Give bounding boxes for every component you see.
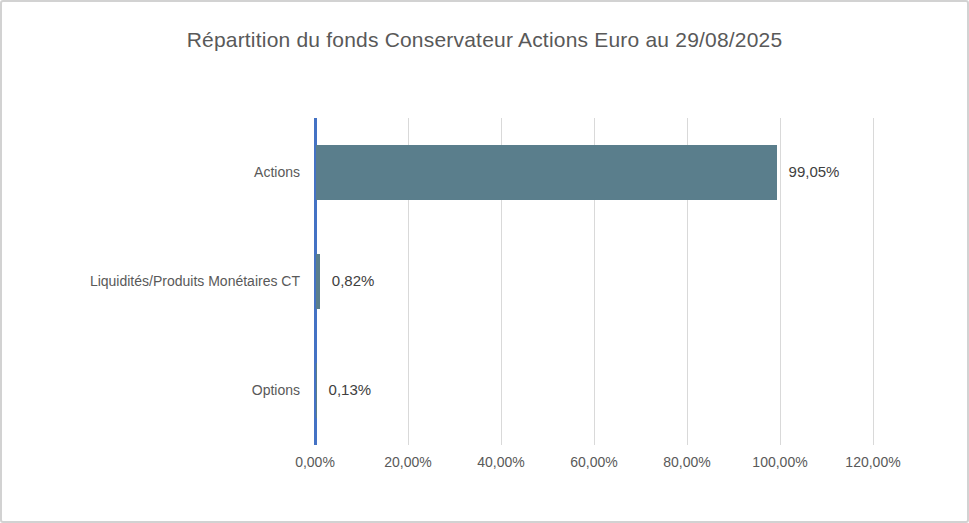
bar <box>316 145 777 200</box>
bar-chart: Répartition du fonds Conservateur Action… <box>0 0 969 523</box>
gridline <box>873 118 874 445</box>
category-label: Options <box>2 382 300 398</box>
bar <box>316 363 317 418</box>
category-label: Liquidités/Produits Monétaires CT <box>2 273 300 289</box>
x-tick-label: 100,00% <box>735 454 825 470</box>
category-label: Actions <box>2 164 300 180</box>
x-tick-label: 120,00% <box>828 454 918 470</box>
x-tick-label: 60,00% <box>549 454 639 470</box>
x-tick-label: 20,00% <box>363 454 453 470</box>
value-label: 0,82% <box>332 272 375 289</box>
value-label: 0,13% <box>329 381 372 398</box>
x-tick-label: 80,00% <box>642 454 732 470</box>
x-tick-label: 40,00% <box>456 454 546 470</box>
chart-title: Répartition du fonds Conservateur Action… <box>2 28 967 52</box>
bar <box>316 254 320 309</box>
value-label: 99,05% <box>789 163 840 180</box>
gridline <box>780 118 781 445</box>
x-tick-label: 0,00% <box>270 454 360 470</box>
